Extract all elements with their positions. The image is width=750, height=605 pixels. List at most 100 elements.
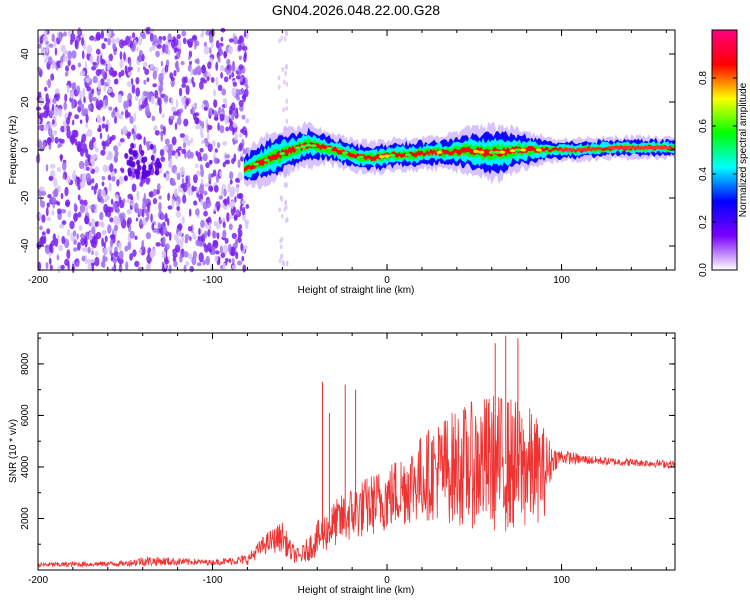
noise-cell xyxy=(183,251,189,258)
noise-cell xyxy=(127,217,132,225)
noise-cell xyxy=(224,114,230,125)
noise-cell xyxy=(238,192,244,200)
noise-cell xyxy=(245,204,250,209)
noise-cell xyxy=(228,74,232,80)
noise-cell xyxy=(130,78,134,85)
noise-cell xyxy=(89,54,94,64)
noise-cell xyxy=(211,43,214,48)
noise-cell xyxy=(213,185,219,193)
noise-cell xyxy=(154,89,159,99)
noise-cell xyxy=(281,67,285,72)
noise-cell xyxy=(45,262,49,270)
noise-cell xyxy=(199,164,203,171)
noise-cell xyxy=(126,132,131,140)
noise-cell xyxy=(85,247,88,253)
noise-cell xyxy=(47,56,53,65)
noise-cell xyxy=(92,96,98,102)
noise-cell xyxy=(71,99,75,109)
noise-cell xyxy=(102,254,106,264)
noise-cell xyxy=(231,232,237,239)
noise-cell xyxy=(129,40,133,49)
noise-cell xyxy=(113,145,119,152)
noise-cell xyxy=(177,146,182,151)
noise-cell xyxy=(91,185,94,191)
noise-cell xyxy=(195,163,199,168)
noise-cell xyxy=(196,58,200,65)
noise-cell xyxy=(95,31,102,41)
noise-cell xyxy=(54,47,58,56)
noise-cell xyxy=(174,244,181,253)
noise-cell xyxy=(79,70,86,77)
snr-x-ticks: -200 -100 0 100 xyxy=(28,333,667,586)
noise-cell xyxy=(175,210,182,218)
noise-cell xyxy=(149,250,155,259)
snr-spikes xyxy=(322,335,519,535)
y-tick-label: 40 xyxy=(20,48,31,60)
noise-cell xyxy=(95,99,100,109)
noise-cell xyxy=(73,247,78,252)
noise-cell xyxy=(138,135,143,140)
noise-cell xyxy=(167,205,173,210)
y-tick-label: 4000 xyxy=(20,455,31,478)
noise-cell xyxy=(173,188,178,198)
noise-cell xyxy=(184,234,190,241)
noise-cell xyxy=(172,111,178,116)
noise-cell xyxy=(173,260,178,268)
noise-cell xyxy=(181,76,187,85)
noise-cell xyxy=(130,205,133,210)
noise-cell xyxy=(60,61,63,69)
signal-hotspot xyxy=(326,147,333,151)
noise-cell xyxy=(189,60,192,66)
noise-cell xyxy=(79,204,85,214)
noise-cell xyxy=(191,256,197,266)
noise-cell xyxy=(127,66,133,71)
noise-cell xyxy=(89,165,93,171)
noise-cell xyxy=(71,50,77,59)
noise-cell xyxy=(73,212,79,222)
noise-cell xyxy=(158,195,162,200)
noise-cell xyxy=(66,175,71,184)
noise-cell xyxy=(80,237,86,246)
noise-cell xyxy=(38,43,42,49)
noise-cell xyxy=(174,152,179,160)
noise-cell xyxy=(100,198,105,204)
noise-cell xyxy=(195,66,198,76)
signal-hotspot xyxy=(310,144,317,148)
noise-cell xyxy=(178,113,181,119)
noise-cell xyxy=(81,50,85,60)
noise-cell xyxy=(177,231,183,237)
noise-cell xyxy=(156,39,163,45)
noise-cell xyxy=(184,238,188,244)
noise-cell xyxy=(155,189,160,195)
noise-cell xyxy=(78,225,83,232)
x-tick-label: -100 xyxy=(203,575,223,586)
noise-cell xyxy=(73,230,77,237)
noise-cell xyxy=(202,153,208,162)
noise-cell xyxy=(87,153,91,164)
snr-x-axis-label: Height of straight line (km) xyxy=(298,585,415,596)
noise-cell xyxy=(242,93,246,103)
colorbar-ticks: 0.0 0.2 0.4 0.6 0.8 xyxy=(698,71,737,277)
noise-cell xyxy=(86,44,93,55)
noise-cell xyxy=(232,122,238,128)
noise-cell xyxy=(57,208,62,215)
noise-cell xyxy=(226,58,231,66)
noise-cell xyxy=(63,31,67,37)
noise-cell xyxy=(36,106,42,111)
noise-cell xyxy=(172,252,178,258)
noise-cell xyxy=(167,192,171,201)
noise-cell xyxy=(145,177,150,185)
noise-cell xyxy=(188,55,191,61)
noise-cell xyxy=(54,238,59,247)
noise-cell xyxy=(286,217,289,222)
noise-cell xyxy=(60,154,63,162)
noise-cell xyxy=(114,115,117,124)
noise-cell xyxy=(188,38,194,48)
noise-cell xyxy=(159,149,165,157)
noise-cell xyxy=(91,250,94,256)
noise-cell xyxy=(44,57,49,64)
noise-cell xyxy=(108,106,113,111)
noise-cell xyxy=(139,181,144,187)
noise-cell xyxy=(51,59,56,70)
noise-cell xyxy=(66,129,71,139)
